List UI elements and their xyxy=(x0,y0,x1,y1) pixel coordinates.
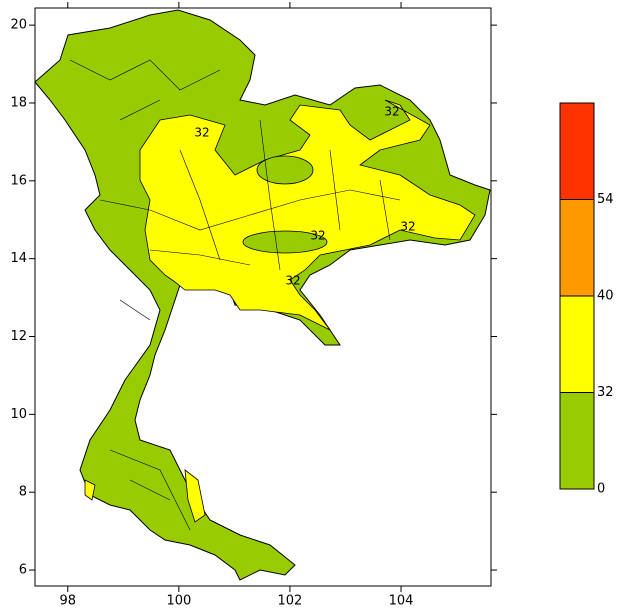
contour-label: 32 xyxy=(194,126,209,140)
yellow-zone xyxy=(184,469,206,523)
yellow-zone xyxy=(139,99,476,331)
colorbar-segment xyxy=(559,102,595,200)
y-tick-label: 14 xyxy=(10,251,27,266)
contour-label: 32 xyxy=(400,220,415,234)
colorbar-segment xyxy=(559,199,595,297)
x-tick-label: 102 xyxy=(278,594,303,609)
y-tick-label: 6 xyxy=(19,563,27,578)
green-pocket xyxy=(256,155,314,185)
contour-label: 32 xyxy=(285,274,300,288)
yellow-zone xyxy=(84,479,96,501)
y-tick-label: 10 xyxy=(10,407,27,422)
contour-label: 32 xyxy=(310,229,325,243)
colorbar-label: 40 xyxy=(597,289,614,304)
province-borders xyxy=(69,59,401,531)
y-tick-label: 12 xyxy=(10,329,27,344)
x-tick-label: 98 xyxy=(59,594,76,609)
colorbar-segment xyxy=(559,392,595,490)
x-tick-label: 104 xyxy=(389,594,414,609)
y-tick-label: 16 xyxy=(10,173,27,188)
y-tick-label: 8 xyxy=(19,485,27,500)
x-tick-label: 100 xyxy=(166,594,191,609)
colorbar-label: 32 xyxy=(597,385,614,400)
y-tick-label: 18 xyxy=(10,95,27,110)
contour-label: 32 xyxy=(384,105,399,119)
colorbar-label: 54 xyxy=(597,192,614,207)
colorbar-label: 0 xyxy=(597,482,605,497)
y-tick-label: 20 xyxy=(10,18,27,33)
colorbar-segment xyxy=(559,295,595,393)
green-pocket xyxy=(242,230,328,254)
